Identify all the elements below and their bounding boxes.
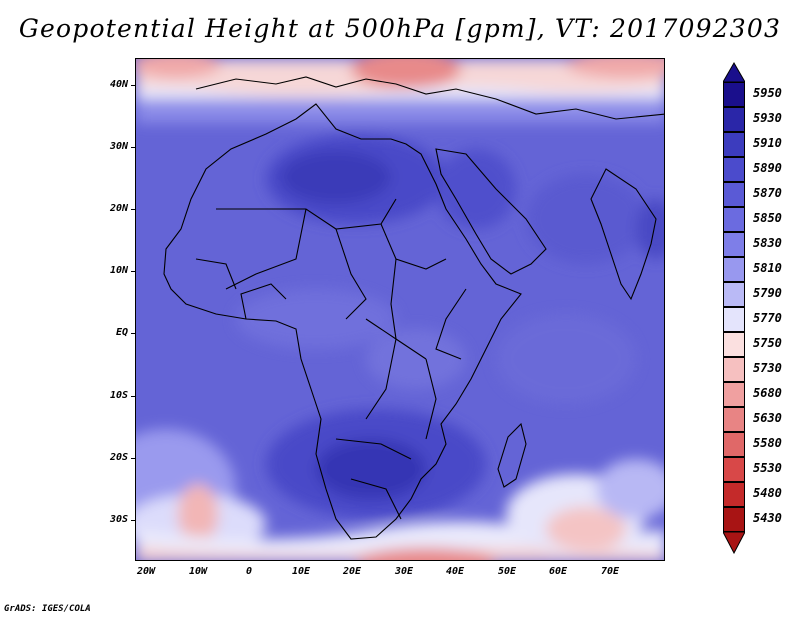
geopotential-field [136, 59, 664, 560]
colorbar-swatch [723, 282, 745, 307]
lon-label-60e: 60E [548, 566, 568, 577]
lat-tick [131, 333, 135, 334]
colorbar-swatch [723, 257, 745, 282]
colorbar-top-triangle [723, 62, 745, 82]
colorbar-label: 5830 [753, 236, 782, 250]
colorbar-swatch [723, 332, 745, 357]
lon-label-20w: 20W [136, 566, 156, 577]
colorbar-label: 5730 [753, 361, 782, 375]
colorbar-bottom-triangle [723, 532, 745, 554]
lon-label-30e: 30E [394, 566, 414, 577]
lon-label-70e: 70E [600, 566, 620, 577]
lat-label-30s: 30S [109, 514, 128, 525]
lat-label-10s: 10S [109, 390, 128, 401]
lat-tick [131, 271, 135, 272]
lon-label-50e: 50E [497, 566, 517, 577]
colorbar-swatch [723, 132, 745, 157]
colorbar-swatch [723, 182, 745, 207]
colorbar-swatch [723, 207, 745, 232]
map-title: Geopotential Height at 500hPa [gpm], VT:… [18, 14, 782, 43]
colorbar-label: 5850 [753, 211, 782, 225]
colorbar-swatch [723, 357, 745, 382]
lat-tick [131, 458, 135, 459]
lat-tick [131, 396, 135, 397]
colorbar-swatch [723, 82, 745, 107]
colorbar-swatch [723, 407, 745, 432]
colorbar-swatch [723, 482, 745, 507]
colorbar-swatch [723, 232, 745, 257]
lat-label-30n: 30N [109, 141, 128, 152]
lon-label-0: 0 [245, 566, 253, 577]
lat-label-20s: 20S [109, 452, 128, 463]
lat-label-eq: EQ [115, 327, 128, 338]
lat-tick [131, 147, 135, 148]
lat-tick [131, 209, 135, 210]
colorbar-swatch [723, 107, 745, 132]
colorbar-swatch [723, 507, 745, 532]
map-plot-area [135, 58, 665, 561]
lon-label-10w: 10W [188, 566, 208, 577]
coastline-outlines [163, 76, 664, 540]
colorbar-label: 5430 [753, 511, 782, 525]
colorbar-swatch [723, 457, 745, 482]
colorbar-label: 5750 [753, 336, 782, 350]
lat-label-10n: 10N [109, 265, 128, 276]
colorbar-label: 5870 [753, 186, 782, 200]
colorbar-swatch [723, 307, 745, 332]
colorbar-label: 5910 [753, 136, 782, 150]
lat-label-20n: 20N [109, 203, 128, 214]
colorbar-label: 5680 [753, 386, 782, 400]
colorbar-swatch [723, 157, 745, 182]
lon-label-10e: 10E [291, 566, 311, 577]
colorbar-swatch [723, 382, 745, 407]
colorbar-label: 5890 [753, 161, 782, 175]
colorbar-label: 5530 [753, 461, 782, 475]
colorbar-label: 5770 [753, 311, 782, 325]
colorbar-label: 5950 [753, 86, 782, 100]
lon-label-20e: 20E [342, 566, 362, 577]
colorbar-swatch [723, 432, 745, 457]
colorbar-label: 5790 [753, 286, 782, 300]
lat-tick [131, 85, 135, 86]
lat-tick [131, 520, 135, 521]
colorbar-label: 5580 [753, 436, 782, 450]
colorbar-label: 5810 [753, 261, 782, 275]
lon-label-40e: 40E [445, 566, 465, 577]
grads-credit: GrADS: IGES/COLA [4, 604, 91, 614]
colorbar-label: 5480 [753, 486, 782, 500]
colorbar-label: 5630 [753, 411, 782, 425]
colorbar-label: 5930 [753, 111, 782, 125]
lat-label-40n: 40N [109, 79, 128, 90]
